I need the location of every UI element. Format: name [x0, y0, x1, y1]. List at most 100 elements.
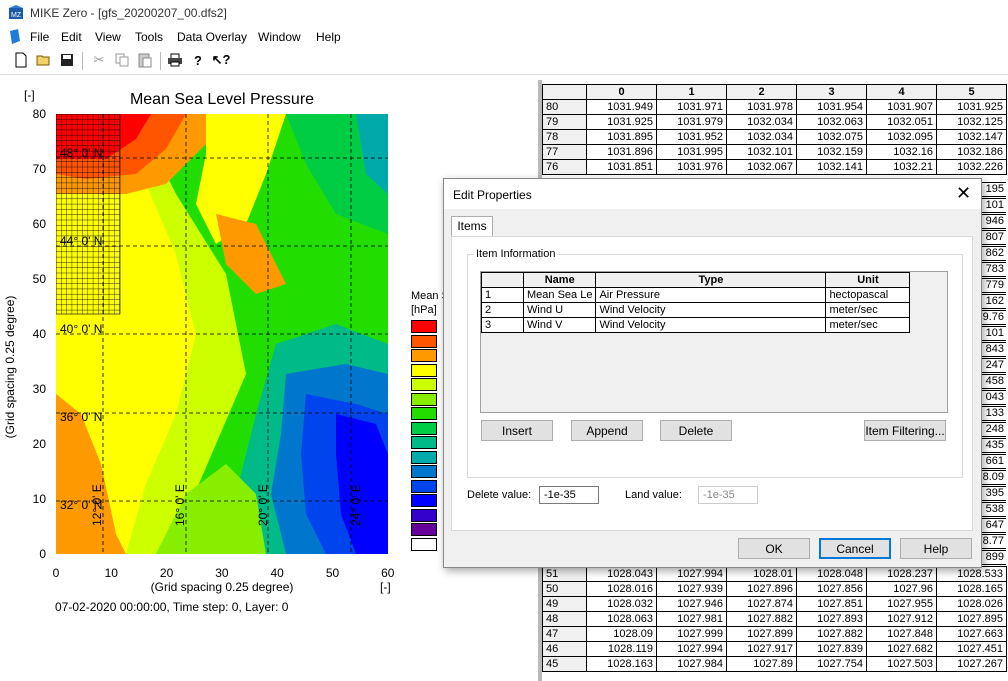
- grid-cell[interactable]: 1032.159: [796, 144, 867, 160]
- grid-cell[interactable]: 1032.141: [796, 159, 867, 175]
- grid-cell[interactable]: 1027.896: [726, 581, 797, 597]
- grid-col-header[interactable]: 1: [656, 84, 727, 100]
- grid-cell[interactable]: 1027.999: [656, 626, 727, 642]
- grid-col-header[interactable]: 5: [936, 84, 1007, 100]
- ok-button[interactable]: OK: [738, 538, 810, 559]
- grid-cell[interactable]: 661: [978, 454, 1006, 469]
- grid-cell[interactable]: 1031.925: [586, 114, 657, 130]
- grid-cell[interactable]: 1027.946: [656, 596, 727, 612]
- item-index[interactable]: 3: [481, 317, 524, 333]
- menu-view[interactable]: View: [95, 30, 121, 44]
- grid-cell[interactable]: 538: [978, 502, 1006, 517]
- grid-cell[interactable]: 1027.754: [796, 656, 867, 672]
- grid-cell[interactable]: 1027.882: [726, 611, 797, 627]
- item-type[interactable]: Wind Velocity: [595, 302, 827, 318]
- grid-cell[interactable]: 946: [978, 214, 1006, 229]
- grid-cell[interactable]: 247: [978, 358, 1006, 373]
- col-header-name[interactable]: Name: [522, 272, 597, 288]
- grid-cell[interactable]: 1032.186: [936, 144, 1007, 160]
- grid-cell[interactable]: 1032.063: [796, 114, 867, 130]
- help-icon[interactable]: ?: [194, 52, 202, 68]
- grid-cell[interactable]: 1032.21: [866, 159, 937, 175]
- grid-row-header[interactable]: 79: [542, 114, 587, 130]
- menu-data-overlay[interactable]: Data Overlay: [177, 30, 248, 44]
- save-icon[interactable]: [58, 51, 76, 69]
- grid-col-header[interactable]: 4: [866, 84, 937, 100]
- grid-col-header[interactable]: 0: [586, 84, 657, 100]
- grid-cell[interactable]: 8.09: [978, 470, 1006, 485]
- grid-row-header[interactable]: 46: [542, 641, 587, 657]
- grid-cell[interactable]: 1028.09: [586, 626, 657, 642]
- grid-cell[interactable]: 1027.893: [796, 611, 867, 627]
- grid-cell[interactable]: 1028.237: [866, 566, 937, 582]
- print-icon[interactable]: [166, 51, 184, 69]
- grid-cell[interactable]: 1028.063: [586, 611, 657, 627]
- grid-row-header[interactable]: 76: [542, 159, 587, 175]
- grid-row-header[interactable]: 47: [542, 626, 587, 642]
- pressure-map[interactable]: [56, 114, 388, 554]
- grid-cell[interactable]: 248: [978, 422, 1006, 437]
- grid-cell[interactable]: 101: [978, 326, 1006, 341]
- grid-row-header[interactable]: 45: [542, 656, 587, 672]
- grid-cell[interactable]: 395: [978, 486, 1006, 501]
- help-button[interactable]: Help: [900, 538, 972, 559]
- grid-cell[interactable]: 9.76: [978, 310, 1006, 325]
- grid-cell[interactable]: 807: [978, 230, 1006, 245]
- grid-cell[interactable]: 1028.048: [796, 566, 867, 582]
- tab-items[interactable]: Items: [451, 216, 493, 237]
- item-name[interactable]: Mean Sea Le: [522, 287, 597, 303]
- menu-file[interactable]: File: [30, 30, 50, 44]
- grid-cell[interactable]: 899: [978, 550, 1006, 565]
- item-type[interactable]: Air Pressure: [595, 287, 827, 303]
- grid-cell[interactable]: 1031.895: [586, 129, 657, 145]
- grid-cell[interactable]: 1031.896: [586, 144, 657, 160]
- grid-cell[interactable]: 1027.451: [936, 641, 1007, 657]
- grid-cell[interactable]: 1031.954: [796, 99, 867, 115]
- grid-cell[interactable]: 133: [978, 406, 1006, 421]
- grid-cell[interactable]: 1028.043: [586, 566, 657, 582]
- grid-cell[interactable]: 1028.165: [936, 581, 1007, 597]
- grid-cell[interactable]: 1027.267: [936, 656, 1007, 672]
- grid-cell[interactable]: 1027.856: [796, 581, 867, 597]
- grid-cell[interactable]: 1027.839: [796, 641, 867, 657]
- append-button[interactable]: Append: [571, 420, 643, 441]
- grid-cell[interactable]: 1031.971: [656, 99, 727, 115]
- item-filtering-button[interactable]: Item Filtering...: [864, 420, 946, 441]
- grid-cell[interactable]: 1027.96: [866, 581, 937, 597]
- grid-cell[interactable]: 1028.016: [586, 581, 657, 597]
- grid-cell[interactable]: 1028.119: [586, 641, 657, 657]
- grid-cell[interactable]: 1032.034: [726, 114, 797, 130]
- grid-cell[interactable]: 1027.994: [656, 566, 727, 582]
- grid-cell[interactable]: 779: [978, 278, 1006, 293]
- grid-cell[interactable]: 647: [978, 518, 1006, 533]
- grid-cell[interactable]: 843: [978, 342, 1006, 357]
- grid-cell[interactable]: 1027.981: [656, 611, 727, 627]
- grid-cell[interactable]: 1031.995: [656, 144, 727, 160]
- delete-value-field[interactable]: [539, 486, 599, 504]
- item-unit[interactable]: hectopascal: [825, 287, 911, 303]
- grid-cell[interactable]: 1027.89: [726, 656, 797, 672]
- grid-col-header[interactable]: 3: [796, 84, 867, 100]
- grid-cell[interactable]: 195: [978, 182, 1006, 197]
- paste-icon[interactable]: [136, 51, 154, 69]
- item-index[interactable]: 1: [481, 287, 524, 303]
- grid-cell[interactable]: 1027.895: [936, 611, 1007, 627]
- grid-row-header[interactable]: 49: [542, 596, 587, 612]
- grid-cell[interactable]: 1027.851: [796, 596, 867, 612]
- grid-cell[interactable]: 1027.994: [656, 641, 727, 657]
- col-header-unit[interactable]: Unit: [825, 272, 911, 288]
- grid-cell[interactable]: 1027.682: [866, 641, 937, 657]
- context-help-icon[interactable]: ↖?: [211, 52, 231, 67]
- grid-cell[interactable]: 1028.533: [936, 566, 1007, 582]
- grid-row-header[interactable]: 50: [542, 581, 587, 597]
- grid-cell[interactable]: 1032.034: [726, 129, 797, 145]
- grid-cell[interactable]: 1028.026: [936, 596, 1007, 612]
- grid-cell[interactable]: 1032.075: [796, 129, 867, 145]
- grid-cell[interactable]: 1031.851: [586, 159, 657, 175]
- cancel-button[interactable]: Cancel: [819, 538, 891, 559]
- grid-cell[interactable]: 783: [978, 262, 1006, 277]
- item-unit[interactable]: meter/sec: [825, 302, 911, 318]
- grid-cell[interactable]: 1027.917: [726, 641, 797, 657]
- grid-cell[interactable]: 1027.939: [656, 581, 727, 597]
- grid-row-header[interactable]: 51: [542, 566, 587, 582]
